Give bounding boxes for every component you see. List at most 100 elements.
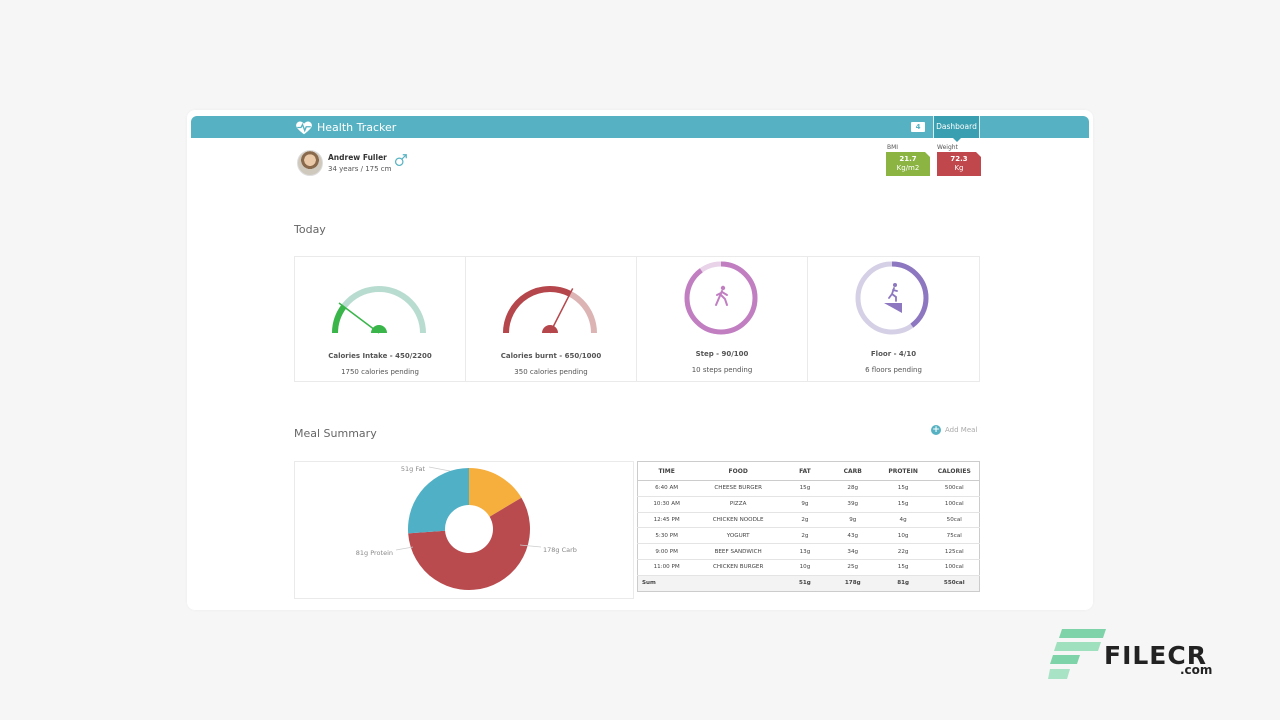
meal-summary-title: Meal Summary [294, 427, 377, 440]
header-carb[interactable]: CARB [828, 461, 877, 481]
weight-value: 72.3 [950, 155, 968, 163]
table-sum-row: Sum 51g 178g 81g 550cal [637, 575, 980, 592]
calories-intake-title: Calories Intake - 450/2200 [328, 352, 432, 360]
table-row[interactable]: 6:40 AM CHEESE BURGER 15g 28g 15g 500cal [637, 480, 980, 497]
header-fat[interactable]: FAT [781, 461, 829, 481]
cell-food: CHICKEN BURGER [695, 559, 782, 576]
slice-label: 81g Protein [356, 549, 393, 557]
floors-title: Floor - 4/10 [870, 350, 917, 358]
cell-protein: 15g [876, 496, 930, 513]
calories-burnt-card[interactable]: Calories burnt - 650/1000 350 calories p… [466, 257, 637, 381]
intake-gauge-needle [338, 302, 380, 334]
health-tracker-app: Health Tracker 4 Dashboard Andrew Fuller… [191, 116, 1089, 606]
cell-calories: 50cal [929, 512, 980, 529]
app-title: Health Tracker [317, 120, 397, 134]
sum-cell: 550cal [929, 575, 980, 592]
male-icon [395, 154, 408, 167]
donut-slice[interactable] [408, 497, 530, 590]
add-meal-label: Add Meal [945, 426, 978, 434]
bmi-unit: Kg/m2 [896, 164, 920, 172]
slice-leader-line [519, 544, 542, 548]
user-profile: Andrew Fuller 34 years / 175 cm [297, 150, 408, 176]
weight-label: Weight [937, 144, 958, 151]
sum-cell [695, 575, 782, 592]
cell-protein: 4g [876, 512, 930, 529]
cell-fat: 2g [781, 512, 829, 529]
app-logo[interactable]: Health Tracker [295, 119, 396, 135]
donut-slice[interactable] [469, 468, 522, 517]
cell-carb: 28g [828, 480, 877, 497]
user-details: 34 years / 175 cm [328, 165, 392, 173]
cell-fat: 10g [781, 559, 829, 576]
calories-burnt-sub: 350 calories pending [514, 368, 588, 376]
macro-donut: 51g Fat 178g Carb 81g Protein [356, 465, 577, 590]
header-food[interactable]: FOOD [695, 461, 782, 481]
weight-badge[interactable]: 72.3 Kg [937, 152, 981, 176]
cell-food: CHICKEN NOODLE [695, 512, 782, 529]
cell-calories: 100cal [929, 559, 980, 576]
avatar[interactable] [297, 150, 323, 176]
meal-table: TIME FOOD FAT CARB PROTEIN CALORIES 6:40… [637, 461, 980, 592]
today-stats: Calories Intake - 450/2200 1750 calories… [294, 256, 980, 382]
slice-leader-line [428, 466, 451, 472]
header-calories[interactable]: CALORIES [929, 461, 980, 481]
cell-carb: 9g [828, 512, 877, 529]
table-row[interactable]: 12:45 PM CHICKEN NOODLE 2g 9g 4g 50cal [637, 512, 980, 529]
cell-carb: 39g [828, 496, 877, 513]
donut-slice[interactable] [408, 468, 469, 534]
table-row[interactable]: 11:00 PM CHICKEN BURGER 10g 25g 15g 100cal [637, 559, 980, 576]
bmi-badge[interactable]: 21.7 Kg/m2 [886, 152, 930, 176]
add-meal-button[interactable]: + Add Meal [931, 425, 977, 435]
floors-ring [855, 261, 929, 335]
header-time[interactable]: TIME [637, 461, 696, 481]
cell-calories: 500cal [929, 480, 980, 497]
sum-cell: 178g [828, 575, 877, 592]
tab-dashboard[interactable]: Dashboard [933, 116, 980, 142]
table-row[interactable]: 9:00 PM BEEF SANDWICH 13g 34g 22g 125cal [637, 543, 980, 560]
cell-food: PIZZA [695, 496, 782, 513]
today-title: Today [294, 223, 326, 236]
cell-fat: 15g [781, 480, 829, 497]
notification-icon[interactable]: 4 [911, 122, 925, 132]
intake-gauge-value [332, 304, 347, 334]
stairs-icon [884, 283, 902, 313]
calories-burnt-gauge [503, 286, 597, 334]
slice-leader-line [395, 546, 414, 551]
burnt-gauge-hub [542, 325, 558, 333]
calories-intake-gauge [332, 286, 426, 334]
cell-food: BEEF SANDWICH [695, 543, 782, 560]
cell-food: CHEESE BURGER [695, 480, 782, 497]
cell-fat: 2g [781, 527, 829, 545]
heart-pulse-icon [296, 121, 312, 134]
cell-food: YOGURT [695, 527, 782, 545]
cell-time: 12:45 PM [637, 512, 696, 529]
cell-fat: 13g [781, 543, 829, 560]
sum-cell: 51g [781, 575, 829, 592]
watermark-text: FILECR [1104, 641, 1207, 670]
calories-intake-card[interactable]: Calories Intake - 450/2200 1750 calories… [295, 257, 466, 381]
sum-cell: 81g [876, 575, 930, 592]
cell-protein: 15g [876, 559, 930, 576]
burnt-gauge-value [503, 286, 572, 334]
steps-title: Step - 90/100 [695, 350, 749, 358]
notification-count: 4 [915, 123, 921, 131]
intake-gauge-hub [371, 325, 387, 333]
cell-time: 9:00 PM [637, 543, 696, 560]
floors-card[interactable]: Floor - 4/10 6 floors pending [808, 257, 979, 381]
table-row[interactable]: 10:30 AM PIZZA 9g 39g 15g 100cal [637, 496, 980, 513]
cell-calories: 100cal [929, 496, 980, 513]
filecr-logo-icon [1048, 629, 1106, 679]
cell-carb: 25g [828, 559, 877, 576]
user-name: Andrew Fuller [328, 153, 387, 162]
calories-burnt-title: Calories burnt - 650/1000 [500, 352, 602, 360]
steps-card[interactable]: Step - 90/100 10 steps pending [637, 257, 808, 381]
cell-calories: 75cal [929, 527, 980, 545]
table-row[interactable]: 5:30 PM YOGURT 2g 43g 10g 75cal [637, 527, 980, 545]
floors-ring-value [855, 261, 929, 335]
cell-protein: 22g [876, 543, 930, 560]
cell-carb: 43g [828, 527, 877, 545]
meal-table-grid: TIME FOOD FAT CARB PROTEIN CALORIES 6:40… [637, 461, 980, 592]
cell-protein: 10g [876, 527, 930, 545]
bmi-label: BMI [887, 144, 899, 151]
header-protein[interactable]: PROTEIN [876, 461, 930, 481]
